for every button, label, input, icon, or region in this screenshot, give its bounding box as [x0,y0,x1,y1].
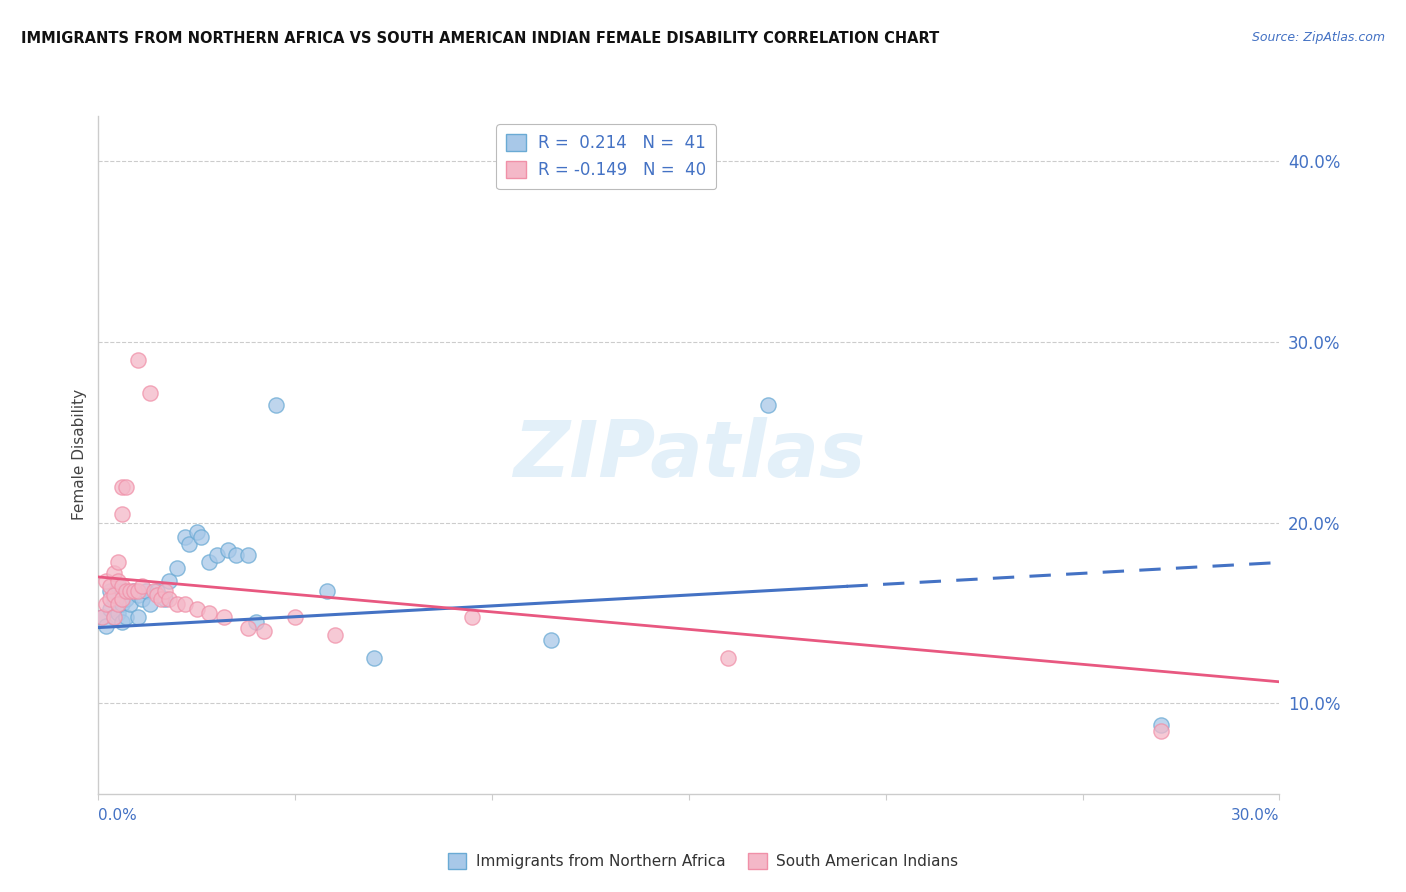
Point [118,597,141,611]
Point [103,588,125,602]
Point [142,584,165,599]
Point [146,588,169,602]
Text: 0.0%: 0.0% [98,808,138,823]
Point [155,584,177,599]
Point [111,584,134,599]
Point [111,597,134,611]
Text: IMMIGRANTS FROM NORTHERN AFRICA VS SOUTH AMERICAN INDIAN FEMALE DISABILITY CORRE: IMMIGRANTS FROM NORTHERN AFRICA VS SOUTH… [21,31,939,46]
Point [115,584,138,599]
Point [103,591,125,606]
Point [96,619,118,633]
Point [98,602,121,616]
Point [157,591,180,606]
Point [98,584,121,599]
Point [166,561,188,575]
Text: ZIPatlas: ZIPatlas [513,417,865,493]
Point [363,651,385,665]
Point [127,588,149,602]
Point [323,628,346,642]
Point [127,584,149,599]
Point [186,602,208,616]
Point [236,548,259,562]
Point [186,524,208,539]
Point [98,591,121,606]
Point [111,615,134,629]
Text: Source: ZipAtlas.com: Source: ZipAtlas.com [1251,31,1385,45]
Point [115,609,138,624]
Point [138,385,160,400]
Point [236,621,259,635]
Point [96,574,118,588]
Point [111,591,134,606]
Point [217,542,239,557]
Point [107,597,129,611]
Legend: R =  0.214   N =  41, R = -0.149   N =  40: R = 0.214 N = 41, R = -0.149 N = 40 [496,124,716,189]
Point [315,584,337,599]
Point [174,530,197,544]
Point [91,609,114,624]
Legend: Immigrants from Northern Africa, South American Indians: Immigrants from Northern Africa, South A… [441,847,965,875]
Point [1150,718,1173,732]
Point [138,597,160,611]
Point [127,353,149,368]
Point [107,579,129,593]
Point [107,574,129,588]
Point [461,609,484,624]
Point [103,609,125,624]
Point [122,584,145,599]
Point [115,591,138,606]
Point [107,556,129,570]
Point [96,597,118,611]
Point [284,609,307,624]
Point [245,615,267,629]
Point [111,579,134,593]
Point [107,606,129,620]
Point [91,609,114,624]
Point [111,507,134,521]
Point [157,574,180,588]
Point [166,597,188,611]
Point [717,651,740,665]
Point [190,530,212,544]
Point [253,624,276,639]
Y-axis label: Female Disability: Female Disability [72,389,87,521]
Point [98,579,121,593]
Point [205,548,228,562]
Point [177,537,200,551]
Point [264,398,287,412]
Point [174,597,197,611]
Point [1150,723,1173,738]
Point [131,591,153,606]
Point [118,584,141,599]
Point [107,597,129,611]
Point [214,609,236,624]
Point [756,398,779,412]
Point [225,548,247,562]
Point [115,479,138,493]
Point [122,584,145,599]
Point [197,606,219,620]
Text: 30.0%: 30.0% [1232,808,1279,823]
Point [197,556,219,570]
Point [540,633,562,648]
Point [155,591,177,606]
Point [103,566,125,581]
Point [127,609,149,624]
Point [111,479,134,493]
Point [103,609,125,624]
Point [150,591,173,606]
Point [135,584,157,599]
Point [146,584,169,599]
Point [131,579,153,593]
